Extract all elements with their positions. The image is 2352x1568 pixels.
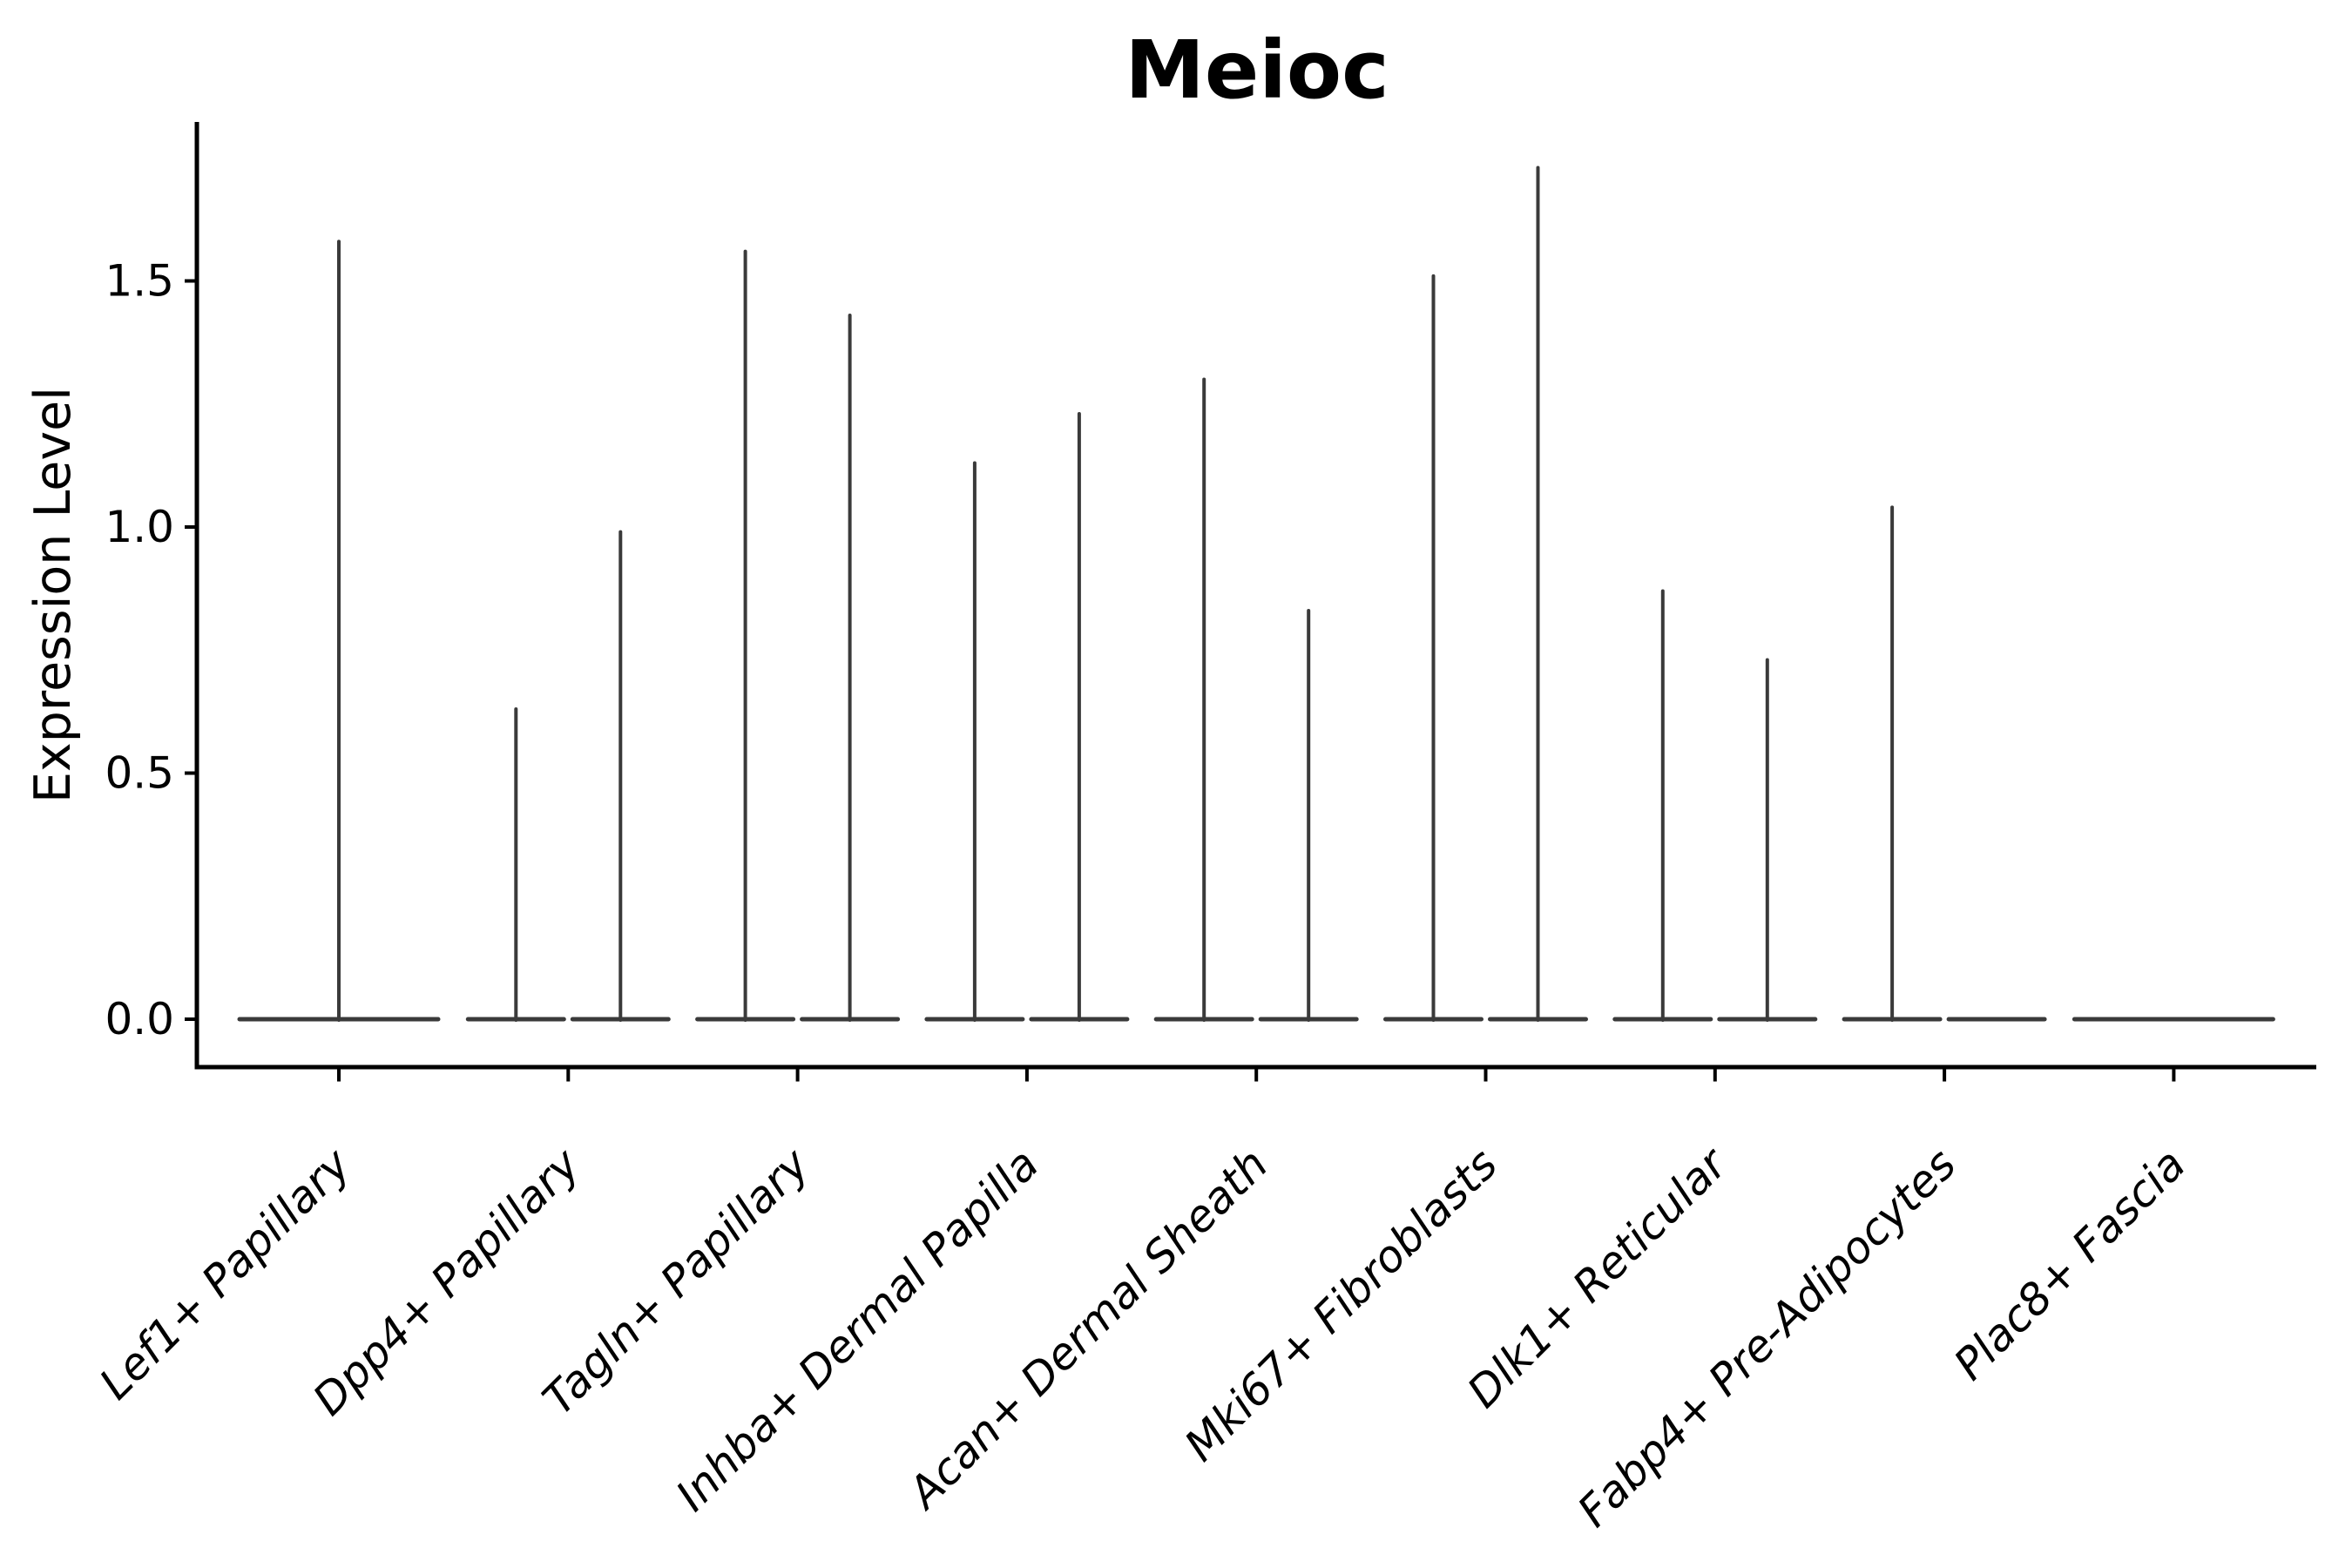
violin (465, 707, 566, 1022)
violin (1383, 274, 1484, 1022)
violin (1029, 412, 1130, 1022)
violin (924, 461, 1025, 1022)
violin (1842, 505, 1943, 1022)
violin (1717, 658, 1818, 1022)
y-tick-label: 0.0 (105, 994, 174, 1044)
x-tick-label: Fabp4+ Pre-Adipocytes (1568, 1139, 1966, 1537)
violin (1153, 377, 1254, 1022)
x-tick-label: Inhba+ Dermal Papilla (666, 1139, 1048, 1520)
x-tick-label: Plac8+ Fascia (1944, 1139, 2195, 1389)
y-tick-label: 1.0 (105, 502, 174, 552)
axes-spines (194, 122, 2316, 1070)
violin (1258, 609, 1359, 1022)
y-axis-label: Expression Level (24, 387, 82, 803)
violin (570, 530, 671, 1022)
violin (1488, 166, 1588, 1022)
chart-title: Meioc (1125, 24, 1389, 117)
violin (237, 240, 441, 1022)
violin (1612, 589, 1713, 1022)
x-tick-label: Lef1+ Papillary (90, 1138, 361, 1409)
violin (800, 314, 901, 1022)
violins-layer (237, 166, 2275, 1022)
y-tick-label: 0.5 (105, 748, 174, 799)
violin (695, 249, 796, 1022)
x-tick-label: Acan+ Dermal Sheath (897, 1139, 1278, 1519)
y-tick-label: 1.5 (105, 256, 174, 307)
y-axis-ticks: 0.0 0.5 1.0 1.5 (105, 256, 195, 1044)
